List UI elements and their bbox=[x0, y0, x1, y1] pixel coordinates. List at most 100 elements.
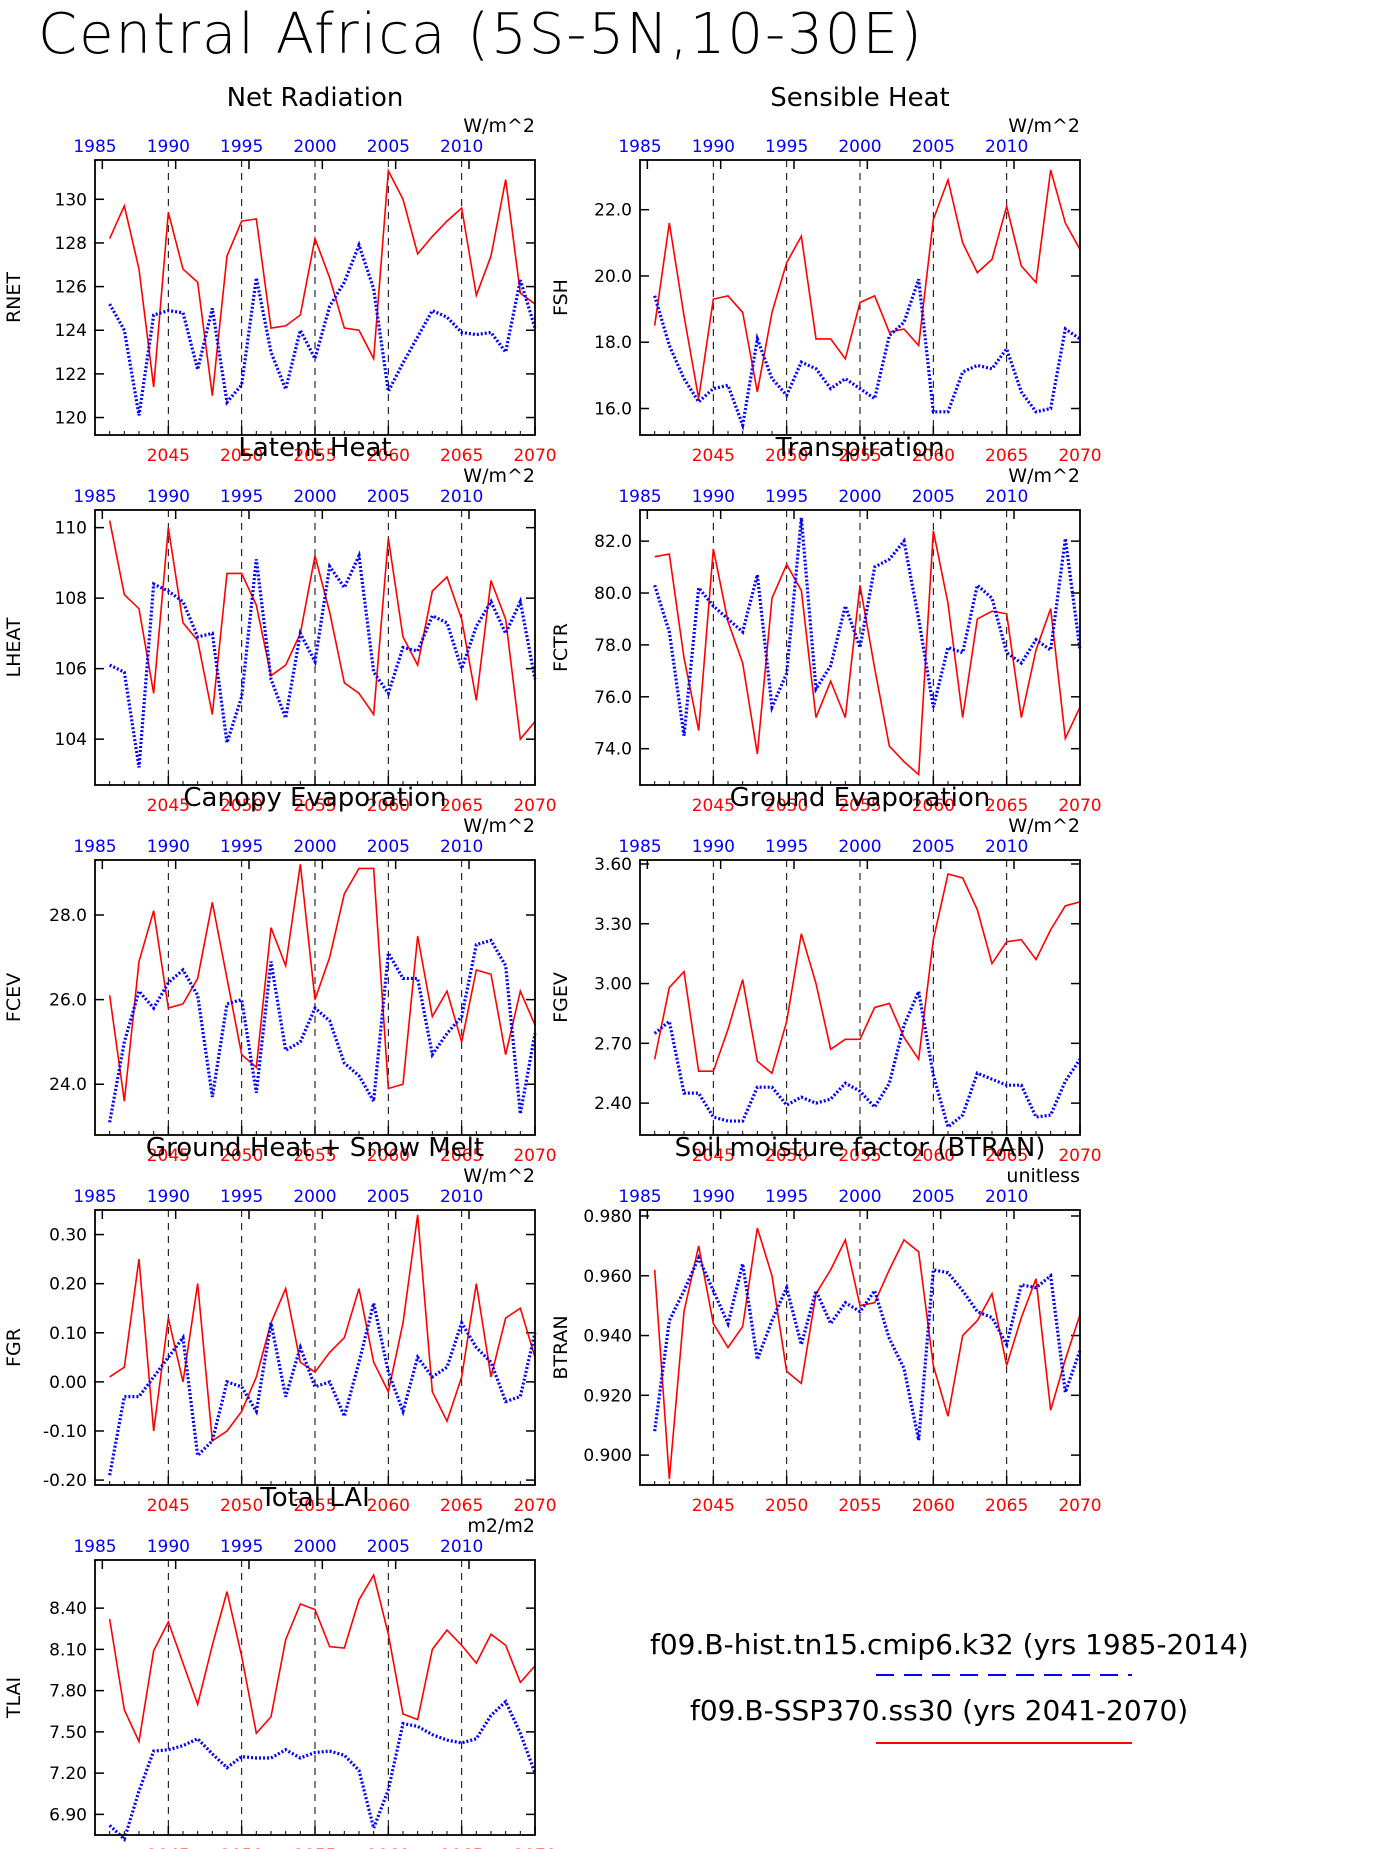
xtick-label-future: 2045 bbox=[692, 796, 735, 816]
ytick-label: 108 bbox=[55, 589, 87, 609]
ytick-label: -0.20 bbox=[43, 1471, 87, 1491]
chart-panel-rnet: Net Radiation W/m^2 2045 2050 2055 2060 2065 20… bbox=[3, 83, 557, 466]
plot-frame bbox=[94, 1209, 536, 1486]
series-hist-line bbox=[108, 1302, 537, 1476]
plot-frame bbox=[639, 859, 1081, 1136]
xtick-label-hist: 2005 bbox=[367, 487, 410, 507]
series-hist-line bbox=[653, 278, 1081, 432]
xtick-label-hist: 2005 bbox=[367, 837, 410, 857]
xtick-label-hist: 2010 bbox=[985, 837, 1028, 857]
xtick-label-hist: 1985 bbox=[618, 487, 661, 507]
xtick-label-future: 2060 bbox=[912, 796, 955, 816]
xtick-label-hist: 1985 bbox=[618, 1187, 661, 1207]
ytick-label: 110 bbox=[55, 519, 87, 539]
ytick-label: 120 bbox=[55, 409, 87, 429]
xtick-label-future: 2065 bbox=[985, 1146, 1028, 1166]
xtick-label-hist: 2000 bbox=[293, 837, 336, 857]
xtick-label-future: 2050 bbox=[220, 1846, 263, 1849]
xtick-label-future: 2065 bbox=[985, 796, 1028, 816]
ytick-label: 0.940 bbox=[583, 1327, 632, 1347]
plot-frame bbox=[639, 1209, 1081, 1486]
xtick-label-future: 2055 bbox=[293, 1496, 336, 1516]
xtick-label-hist: 1990 bbox=[692, 137, 735, 157]
chart-title: Sensible Heat bbox=[770, 83, 949, 113]
xtick-label-future: 2060 bbox=[912, 446, 955, 466]
xtick-label-future: 2050 bbox=[220, 446, 263, 466]
xtick-label-future: 2070 bbox=[1058, 1146, 1101, 1166]
ytick-label: 0.00 bbox=[49, 1373, 87, 1393]
xtick-label-hist: 1995 bbox=[765, 137, 808, 157]
xtick-label-future: 2070 bbox=[1058, 1496, 1101, 1516]
xtick-label-future: 2055 bbox=[293, 446, 336, 466]
xtick-label-hist: 1985 bbox=[73, 137, 116, 157]
chart-title: Ground Evaporation bbox=[730, 783, 990, 813]
chart-units: W/m^2 bbox=[1008, 815, 1080, 837]
xtick-label-hist: 1990 bbox=[692, 837, 735, 857]
series-future-line bbox=[653, 1227, 1081, 1480]
xtick-label-future: 2050 bbox=[765, 796, 808, 816]
series-future-line bbox=[108, 864, 536, 1102]
series-hist-line bbox=[653, 1253, 1082, 1441]
xtick-label-hist: 1990 bbox=[692, 487, 735, 507]
xtick-label-hist: 2005 bbox=[367, 1537, 410, 1557]
ytick-label: 16.0 bbox=[594, 399, 632, 419]
ytick-label: 80.0 bbox=[594, 584, 632, 604]
ytick-label: 6.90 bbox=[49, 1805, 87, 1825]
xtick-label-hist: 1985 bbox=[73, 1187, 116, 1207]
chart-units: W/m^2 bbox=[1008, 115, 1080, 137]
xtick-label-hist: 2000 bbox=[838, 1187, 881, 1207]
xtick-label-future: 2065 bbox=[440, 1146, 483, 1166]
y-axis-label: FGR bbox=[3, 1328, 25, 1367]
ytick-label: 2.40 bbox=[594, 1094, 632, 1114]
xtick-label-hist: 1990 bbox=[147, 1537, 190, 1557]
ytick-label: 126 bbox=[55, 278, 87, 298]
chart-panel-fcev: Canopy Evaporation W/m^2 2045 2050 2055 2060 2… bbox=[3, 783, 557, 1166]
xtick-label-hist: 2010 bbox=[440, 137, 483, 157]
xtick-label-hist: 1990 bbox=[147, 1187, 190, 1207]
xtick-label-future: 2050 bbox=[765, 1496, 808, 1516]
plot-frame bbox=[94, 1559, 536, 1836]
xtick-label-future: 2070 bbox=[513, 1846, 556, 1849]
ytick-label: 8.10 bbox=[49, 1640, 87, 1660]
xtick-label-future: 2050 bbox=[765, 446, 808, 466]
xtick-label-future: 2045 bbox=[692, 446, 735, 466]
series-future-line bbox=[108, 168, 536, 396]
ytick-label: 20.0 bbox=[594, 267, 632, 287]
xtick-label-future: 2060 bbox=[912, 1146, 955, 1166]
xtick-label-future: 2065 bbox=[440, 446, 483, 466]
xtick-label-hist: 2010 bbox=[440, 1187, 483, 1207]
chart-panel-fctr: Transpiration W/m^2 2045 2050 2055 2060 2065 20… bbox=[550, 433, 1102, 816]
xtick-label-hist: 1995 bbox=[220, 137, 263, 157]
chart-title: Transpiration bbox=[775, 433, 945, 463]
xtick-label-future: 2070 bbox=[513, 1146, 556, 1166]
y-axis-label: FCEV bbox=[3, 973, 25, 1022]
xtick-label-hist: 2005 bbox=[912, 487, 955, 507]
series-hist-line bbox=[653, 985, 1082, 1130]
ytick-label: 18.0 bbox=[594, 333, 632, 353]
chart-units: m2/m2 bbox=[467, 1515, 535, 1537]
xtick-label-hist: 1985 bbox=[73, 1537, 116, 1557]
y-axis-label: RNET bbox=[3, 272, 25, 323]
plot-frame bbox=[639, 159, 1081, 436]
ytick-label: 74.0 bbox=[594, 740, 632, 760]
xtick-label-hist: 2010 bbox=[985, 1187, 1028, 1207]
ytick-label: 7.80 bbox=[49, 1682, 87, 1702]
series-future-line bbox=[653, 169, 1081, 399]
chart-title: Latent Heat bbox=[238, 433, 391, 463]
plot-frame bbox=[94, 859, 536, 1136]
plot-frame bbox=[639, 509, 1081, 786]
y-axis-label: FSH bbox=[550, 279, 572, 316]
xtick-label-hist: 2005 bbox=[912, 837, 955, 857]
xtick-label-hist: 1995 bbox=[220, 837, 263, 857]
ytick-label: 78.0 bbox=[594, 636, 632, 656]
xtick-label-future: 2055 bbox=[293, 1846, 336, 1849]
xtick-label-future: 2070 bbox=[513, 796, 556, 816]
xtick-label-future: 2060 bbox=[367, 1146, 410, 1166]
chart-units: W/m^2 bbox=[463, 115, 535, 137]
ytick-label: 0.920 bbox=[583, 1386, 632, 1406]
series-future-line bbox=[653, 872, 1081, 1075]
xtick-label-future: 2045 bbox=[147, 1146, 190, 1166]
series-future-line bbox=[109, 1214, 536, 1443]
ytick-label: 7.20 bbox=[49, 1764, 87, 1784]
